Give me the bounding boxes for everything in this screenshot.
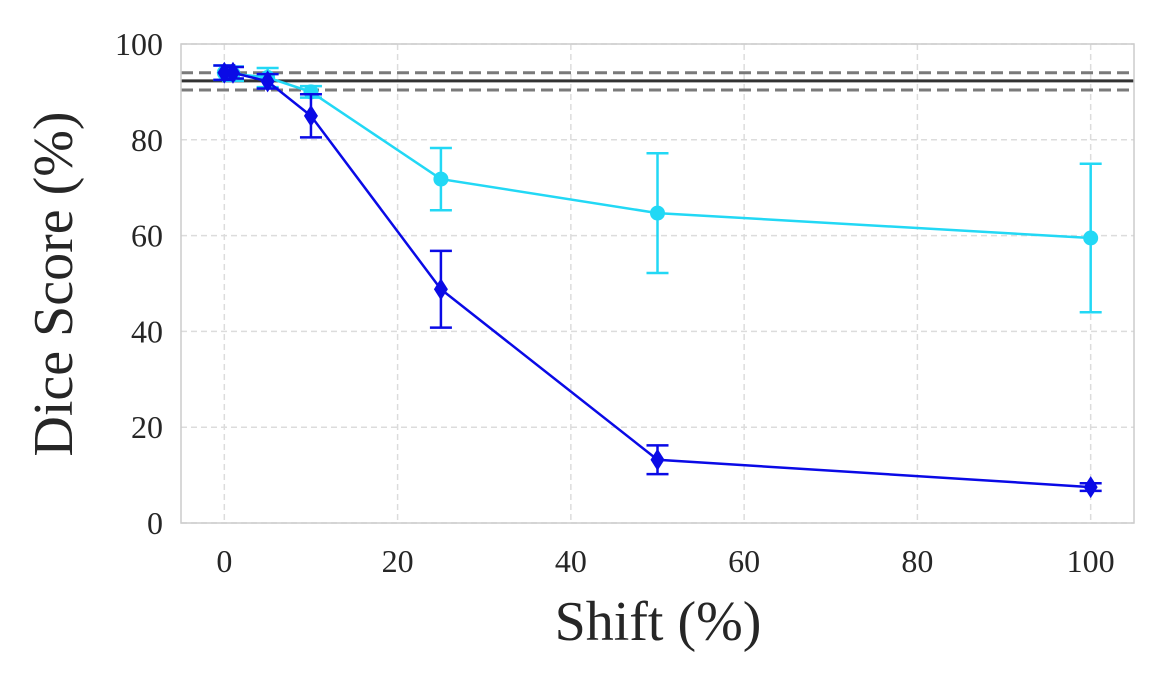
x-tick-label: 20: [382, 543, 414, 579]
series-2-group: [213, 61, 1102, 499]
data-point-circle: [650, 205, 665, 221]
data-point-diamond: [303, 104, 318, 127]
x-axis-title: Shift (%): [555, 591, 762, 653]
data-point-diamond: [225, 61, 240, 84]
series-layer: [213, 61, 1102, 499]
data-point-diamond: [217, 61, 232, 84]
plot-frame: [180, 43, 1135, 524]
x-tick-label: 0: [216, 543, 232, 579]
data-point-circle: [433, 171, 449, 187]
y-tick-label: 0: [147, 505, 163, 541]
x-tick-label: 60: [728, 543, 760, 579]
y-tick-label: 40: [131, 313, 163, 349]
y-tick-label: 60: [131, 218, 163, 254]
y-axis-title: Dice Score (%): [23, 111, 85, 456]
x-tick-label: 100: [1067, 543, 1115, 579]
x-tick-label: 40: [555, 543, 587, 579]
data-point-circle: [1083, 230, 1099, 246]
data-point-diamond: [650, 448, 665, 471]
data-point-diamond: [1083, 476, 1098, 499]
y-tick-label: 80: [131, 122, 163, 158]
data-point-diamond: [260, 70, 275, 93]
x-tick-label: 80: [901, 543, 933, 579]
tick-labels: 0 20 40 60 80 100 0 20 40 60 80 100: [115, 26, 1115, 579]
data-point-diamond: [433, 278, 448, 301]
y-tick-label: 100: [115, 26, 163, 62]
y-tick-label: 20: [131, 409, 163, 445]
reference-lines: [181, 71, 1134, 92]
data-point-circle: [303, 84, 319, 100]
